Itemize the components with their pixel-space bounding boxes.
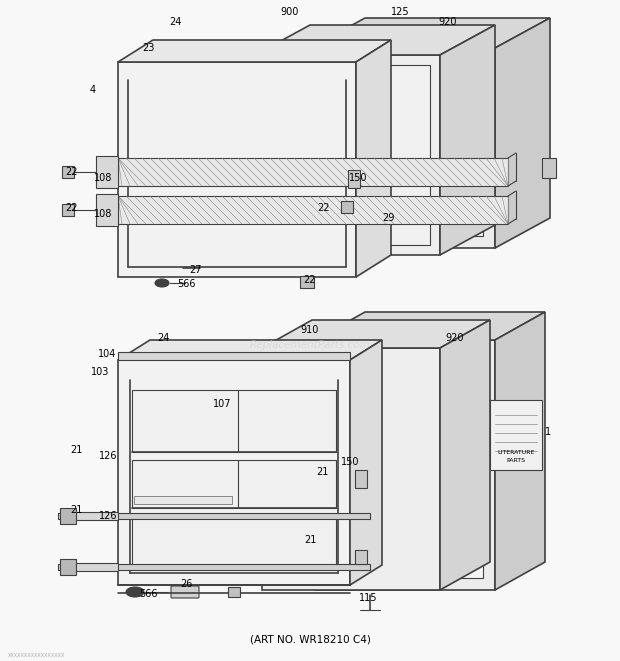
Polygon shape — [440, 320, 490, 590]
Bar — [76, 512, 118, 520]
Text: 21: 21 — [316, 467, 328, 477]
Text: PARTS: PARTS — [507, 459, 526, 463]
Bar — [118, 352, 350, 360]
Bar — [132, 515, 336, 565]
Bar — [96, 156, 118, 188]
Text: 920: 920 — [439, 17, 458, 27]
Polygon shape — [118, 62, 356, 277]
Text: 107: 107 — [213, 399, 231, 409]
Text: 22: 22 — [66, 167, 78, 177]
Text: LITERATURE: LITERATURE — [497, 449, 534, 455]
Bar — [62, 204, 74, 216]
Polygon shape — [350, 340, 382, 585]
Text: XXXXXXXXXXXXXXXXX: XXXXXXXXXXXXXXXXX — [8, 653, 65, 658]
Text: 910: 910 — [301, 325, 319, 335]
Bar — [118, 158, 508, 186]
Text: 108: 108 — [94, 173, 112, 183]
Text: 103: 103 — [91, 367, 109, 377]
Text: 29: 29 — [382, 213, 394, 223]
Polygon shape — [118, 340, 382, 360]
Bar — [96, 194, 118, 226]
Text: 126: 126 — [99, 511, 117, 521]
Bar — [60, 559, 76, 575]
Polygon shape — [310, 48, 495, 248]
Polygon shape — [262, 320, 490, 348]
Bar — [348, 169, 360, 188]
Text: 1: 1 — [545, 427, 551, 437]
Text: 104: 104 — [98, 349, 116, 359]
Bar — [58, 513, 370, 519]
Polygon shape — [495, 18, 550, 248]
Polygon shape — [315, 340, 495, 590]
Text: 24: 24 — [157, 333, 169, 343]
Bar — [327, 352, 483, 578]
Bar — [60, 508, 76, 524]
Text: 23: 23 — [142, 43, 154, 53]
Bar — [118, 158, 508, 186]
Text: 150: 150 — [341, 457, 359, 467]
Text: 22: 22 — [317, 203, 329, 213]
Text: 150: 150 — [348, 173, 367, 183]
Polygon shape — [440, 25, 495, 255]
Ellipse shape — [164, 263, 192, 273]
Text: 24: 24 — [169, 17, 181, 27]
Text: 4: 4 — [90, 85, 96, 95]
FancyBboxPatch shape — [171, 586, 199, 598]
Bar — [355, 470, 367, 488]
Text: 22: 22 — [304, 275, 316, 285]
Polygon shape — [310, 18, 550, 48]
Bar — [132, 390, 336, 452]
Text: 108: 108 — [94, 209, 112, 219]
Bar — [542, 158, 556, 178]
Text: 566: 566 — [177, 279, 195, 289]
Text: (ART NO. WR18210 C4): (ART NO. WR18210 C4) — [250, 635, 370, 645]
Bar — [341, 201, 353, 213]
Text: 920: 920 — [446, 333, 464, 343]
Text: 21: 21 — [304, 535, 316, 545]
Ellipse shape — [126, 587, 144, 597]
Polygon shape — [118, 40, 391, 62]
Text: 21: 21 — [70, 445, 82, 455]
Text: 125: 125 — [391, 7, 409, 17]
Polygon shape — [356, 40, 391, 277]
Text: 900: 900 — [281, 7, 299, 17]
Polygon shape — [255, 55, 440, 255]
Bar — [265, 65, 430, 245]
Text: 21: 21 — [70, 505, 82, 515]
Bar — [228, 587, 240, 597]
Bar — [134, 496, 232, 504]
Bar — [322, 60, 483, 236]
Bar — [58, 564, 370, 570]
Text: 566: 566 — [139, 589, 157, 599]
Polygon shape — [495, 312, 545, 590]
Polygon shape — [118, 360, 350, 585]
Bar — [132, 460, 336, 508]
Bar — [76, 563, 118, 571]
Bar — [355, 550, 367, 564]
Text: 26: 26 — [180, 579, 192, 589]
Polygon shape — [315, 312, 545, 340]
Ellipse shape — [155, 279, 169, 287]
Bar — [490, 400, 542, 470]
Bar — [118, 196, 508, 224]
Text: 115: 115 — [359, 593, 377, 603]
Bar — [300, 276, 314, 288]
Polygon shape — [255, 25, 495, 55]
Text: ReplacementParts.com: ReplacementParts.com — [250, 340, 370, 350]
Text: 22: 22 — [66, 203, 78, 213]
Bar — [62, 166, 74, 178]
Text: 27: 27 — [190, 265, 202, 275]
Polygon shape — [262, 348, 440, 590]
Text: 126: 126 — [99, 451, 117, 461]
Bar — [118, 196, 508, 224]
